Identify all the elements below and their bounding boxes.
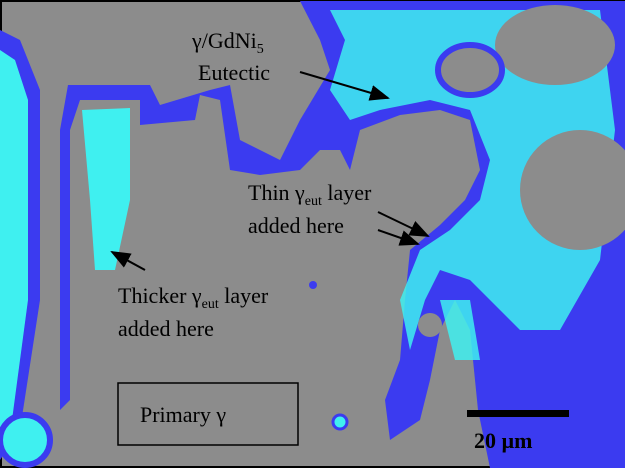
label-text: Thin γ (248, 180, 305, 205)
label-text: Thicker γ (118, 283, 202, 308)
label-text: layer (322, 180, 372, 205)
eutectic-label: Eutectic (198, 60, 270, 85)
label-subscript: 5 (257, 42, 264, 57)
eutectic-label: γ/GdNi5 (191, 28, 264, 57)
scale-bar (467, 410, 569, 417)
primary-label: Primary γ (140, 402, 226, 427)
label-subscript: eut (202, 297, 219, 312)
micrograph: γ/GdNi5 Eutectic Thin γeut layer added h… (0, 0, 625, 468)
thicker-label: added here (118, 316, 214, 341)
thicker-label: Thicker γeut layer (118, 283, 269, 312)
label-subscript: eut (305, 194, 322, 209)
scale-bar-label: 20 µm (474, 428, 533, 453)
label-text: layer (219, 283, 269, 308)
label-text: γ/GdNi (191, 28, 257, 53)
thin-label: added here (248, 213, 344, 238)
